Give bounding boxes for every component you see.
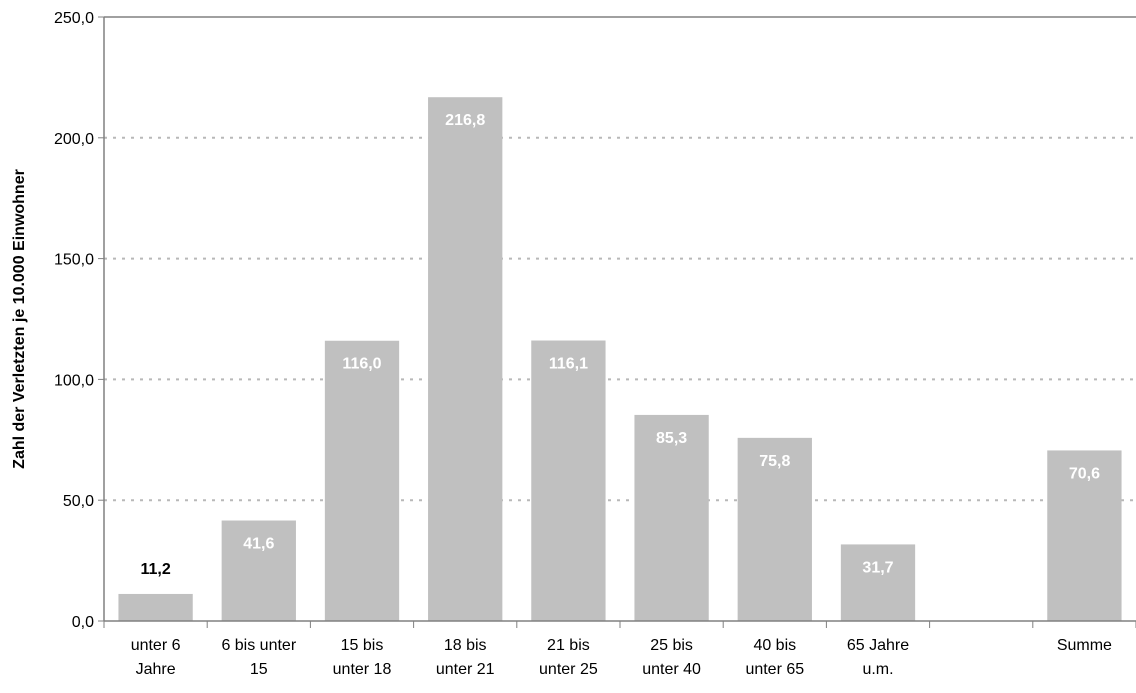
bar [531,340,606,621]
data-label: 31,7 [862,559,893,576]
data-label: 116,0 [342,356,381,373]
data-label: 116,1 [549,356,588,373]
data-label: 85,3 [656,430,687,447]
y-axis-ticks: 0,0 50,0 100,0 150,0 200,0 250,0 [54,10,104,631]
data-label: 41,6 [243,535,274,552]
x-category-label: 40 bis unter 65 [745,637,804,678]
x-axis-categories: unter 6 Jahre 6 bis unter 15 15 bis unter 18 1… [103,621,1136,678]
y-tick-label: 250,0 [54,10,94,27]
x-category-label: 18 bis unter 21 [436,637,495,678]
bar [221,520,296,621]
data-labels: 11,2 41,6 116,0 216,8 116,1 85,3 75,8 31,7 70,6 [140,112,1100,578]
data-label: 75,8 [759,453,790,470]
data-label: 216,8 [445,112,485,129]
bar [1047,450,1122,621]
bar [634,414,709,621]
y-tick-label: 150,0 [54,252,94,269]
bar [324,340,400,621]
data-label: 11,2 [140,561,170,578]
bar [428,97,503,622]
y-axis-label: Zahl der Verletzten je 10.000 Einwohner [11,169,28,469]
x-category-label: 65 Jahre u.m. [847,637,909,678]
x-category-label: 21 bis unter 25 [539,637,598,678]
data-label: 70,6 [1069,465,1100,482]
bar [840,544,916,621]
bar [737,437,812,621]
x-category-label: 6 bis unter 15 [221,637,296,678]
x-category-label: 25 bis unter 40 [642,637,701,678]
x-category-label: unter 6 Jahre [131,637,181,678]
y-tick-label: 50,0 [63,493,94,510]
x-category-label: Summe [1057,637,1112,654]
y-tick-label: 200,0 [54,131,94,148]
x-category-label: 15 bis unter 18 [333,637,392,678]
bars [118,97,1122,622]
y-tick-label: 100,0 [54,372,94,389]
bar [118,593,193,621]
axes [103,16,1136,622]
gridlines [104,136,1136,502]
y-tick-label: 0,0 [72,614,94,631]
